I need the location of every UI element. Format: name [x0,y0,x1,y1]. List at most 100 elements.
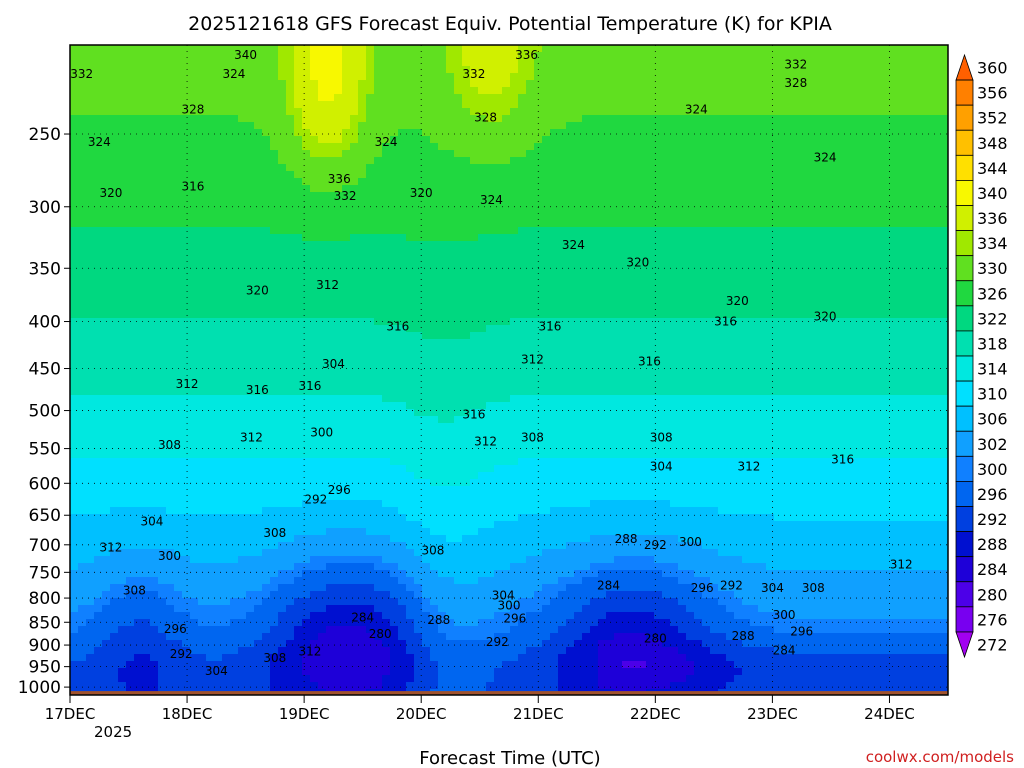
heatmap-cell [438,682,447,690]
heatmap-cell [470,304,479,312]
heatmap-cell [142,542,151,550]
heatmap-cell [230,332,239,340]
heatmap-cell [294,633,303,641]
heatmap-cell [222,108,231,116]
heatmap-cell [430,115,439,123]
heatmap-cell [70,570,79,578]
heatmap-cell [478,563,487,571]
heatmap-cell [374,101,383,109]
heatmap-cell [318,682,327,690]
heatmap-cell [126,157,135,165]
heatmap-cell [262,283,271,291]
heatmap-cell [414,178,423,186]
heatmap-cell [126,675,135,683]
heatmap-cell [334,59,343,67]
heatmap-cell [182,353,191,361]
heatmap-cell [382,115,391,123]
heatmap-cell [166,73,175,81]
heatmap-cell [126,465,135,473]
heatmap-cell [374,549,383,557]
heatmap-cell [406,129,415,137]
heatmap-cell [254,493,263,501]
heatmap-cell [222,290,231,298]
heatmap-cell [334,521,343,529]
heatmap-cell [438,255,447,263]
heatmap-cell [422,668,431,676]
heatmap-cell [118,129,127,137]
heatmap-cell [462,248,471,256]
heatmap-cell [142,500,151,508]
heatmap-cell [366,416,375,424]
heatmap-cell [454,360,463,368]
heatmap-cell [230,682,239,690]
heatmap-cell [422,87,431,95]
heatmap-cell [190,465,199,473]
heatmap-cell [238,549,247,557]
heatmap-cell [174,430,183,438]
heatmap-cell [158,437,167,445]
heatmap-cell [102,381,111,389]
heatmap-cell [414,528,423,536]
heatmap-cell [198,451,207,459]
heatmap-cell [94,381,103,389]
heatmap-cell [302,290,311,298]
heatmap-cell [134,591,143,599]
heatmap-cell [438,626,447,634]
heatmap-cell [334,402,343,410]
heatmap-cell [166,290,175,298]
heatmap-cell [86,528,95,536]
heatmap-cell [78,87,87,95]
heatmap-cell [342,605,351,613]
heatmap-cell [494,52,503,60]
heatmap-cell [126,367,135,375]
heatmap-cell [238,276,247,284]
heatmap-cell [110,374,119,382]
heatmap-cell [78,507,87,515]
heatmap-cell [230,346,239,354]
heatmap-cell [206,164,215,172]
heatmap-cell [126,682,135,690]
heatmap-cell [366,248,375,256]
heatmap-cell [374,150,383,158]
heatmap-cell [198,311,207,319]
heatmap-cell [222,612,231,620]
heatmap-cell [70,318,79,326]
heatmap-cell [238,108,247,116]
heatmap-cell [94,269,103,277]
heatmap-cell [430,549,439,557]
heatmap-cell [366,115,375,123]
heatmap-cell [230,465,239,473]
heatmap-cell [206,290,215,298]
heatmap-cell [334,507,343,515]
heatmap-cell [310,416,319,424]
heatmap-cell [78,360,87,368]
heatmap-cell [358,290,367,298]
heatmap-cell [206,339,215,347]
heatmap-cell [350,129,359,137]
heatmap-cell [318,59,327,67]
heatmap-cell [134,129,143,137]
heatmap-cell [470,381,479,389]
heatmap-cell [366,311,375,319]
heatmap-cell [374,430,383,438]
heatmap-cell [382,185,391,193]
heatmap-cell [214,122,223,130]
heatmap-cell [118,675,127,683]
heatmap-cell [262,528,271,536]
heatmap-cell [406,633,415,641]
heatmap-cell [390,381,399,389]
heatmap-cell [438,353,447,361]
heatmap-cell [286,304,295,312]
heatmap-cell [446,661,455,669]
heatmap-cell [246,325,255,333]
heatmap-cell [342,94,351,102]
heatmap-cell [382,220,391,228]
heatmap-cell [158,122,167,130]
heatmap-cell [70,164,79,172]
heatmap-cell [70,325,79,333]
heatmap-cell [190,227,199,235]
heatmap-cell [94,591,103,599]
heatmap-cell [126,598,135,606]
heatmap-cell [118,668,127,676]
heatmap-cell [422,318,431,326]
